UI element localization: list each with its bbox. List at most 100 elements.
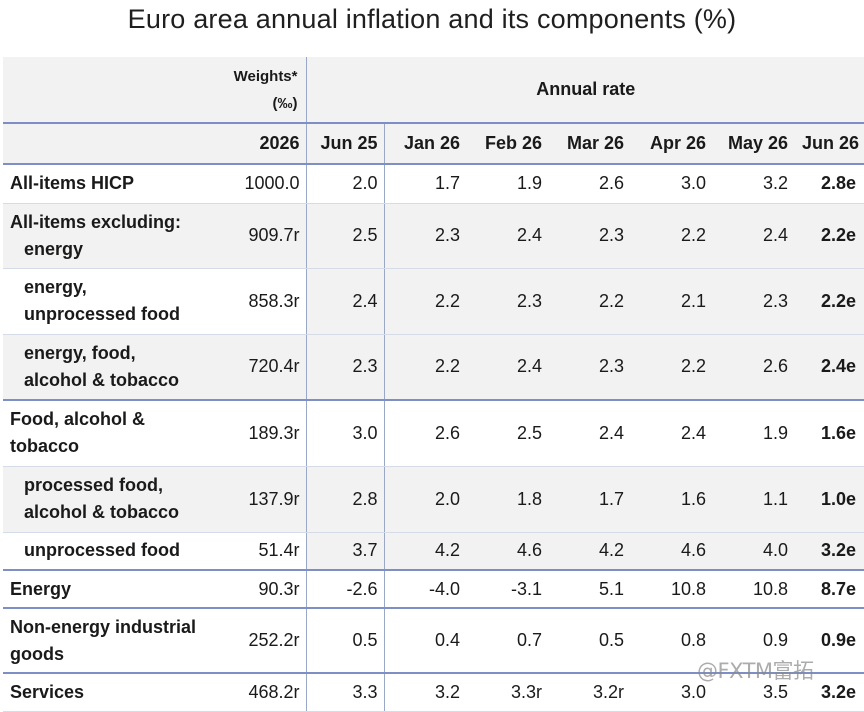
column-header: Mar 26	[548, 123, 630, 165]
row-label: Food, alcohol & tobacco	[3, 399, 216, 467]
value-cell: 5.1	[548, 569, 630, 609]
value-cell: 1.6	[630, 466, 712, 533]
value-cell: 2.3	[712, 268, 794, 335]
latest-value-cell: 1.0e	[794, 466, 864, 533]
value-cell: 3.0	[305, 399, 384, 467]
value-cell: 2.4	[466, 334, 548, 401]
value-cell: 2.6	[383, 399, 466, 467]
row-label-line2: goods	[10, 643, 64, 664]
row-label-line1: energy,	[24, 277, 87, 297]
row-label-line1: All-items HICP	[10, 173, 135, 194]
table-row: Energy 90.3r -2.6 -4.0 -3.1 5.1 10.8 10.8 8.7e	[3, 569, 864, 609]
value-cell: 1.7	[383, 164, 466, 204]
value-cell: 10.8	[630, 569, 712, 609]
table-row: All-items excluding: energy 909.7r 2.5 2.3 2.…	[3, 203, 864, 269]
value-cell: 2.2	[630, 203, 712, 269]
header-blank	[3, 57, 216, 124]
value-cell: 3.0	[630, 164, 712, 204]
value-cell: 3.0	[630, 672, 712, 712]
value-cell: 2.3	[466, 268, 548, 335]
value-cell: 2.4	[548, 399, 630, 467]
weight-cell: 858.3r	[216, 268, 306, 335]
latest-value-cell: 2.8e	[794, 164, 864, 204]
value-cell: 1.1	[712, 466, 794, 533]
value-cell: 2.3	[548, 203, 630, 269]
column-header: Jan 26	[383, 123, 466, 165]
row-label-line1: Food, alcohol &	[10, 409, 145, 430]
value-cell: 2.0	[305, 164, 384, 204]
value-cell: -4.0	[383, 569, 466, 609]
value-cell: 1.9	[466, 164, 548, 204]
value-cell: 10.8	[712, 569, 794, 609]
value-cell: 1.7	[548, 466, 630, 533]
row-label: Services	[3, 672, 216, 712]
row-label-line2: unprocessed food	[24, 304, 181, 324]
column-header: Feb 26	[466, 123, 548, 165]
value-cell: 2.3	[548, 334, 630, 401]
value-cell: 2.3	[305, 334, 384, 401]
weight-cell: 252.2r	[216, 607, 306, 674]
row-label: All-items HICP	[3, 164, 216, 204]
annual-rate-header: Annual rate	[305, 57, 864, 124]
row-label: processed food, alcohol & tobacco	[3, 466, 216, 533]
value-cell: 2.4	[630, 399, 712, 467]
table-title: Euro area annual inflation and its compo…	[127, 4, 737, 34]
latest-value-cell: 8.7e	[794, 569, 864, 609]
row-label: All-items excluding: energy	[3, 203, 216, 269]
value-cell: 0.7	[466, 607, 548, 674]
value-cell: 4.2	[383, 532, 466, 571]
value-cell: 3.5	[712, 672, 794, 712]
value-cell: 2.2	[630, 334, 712, 401]
row-label: energy, food, alcohol & tobacco	[3, 334, 216, 401]
weight-cell: 189.3r	[216, 399, 306, 467]
value-cell: 3.2	[712, 164, 794, 204]
weight-cell: 90.3r	[216, 569, 306, 609]
row-label-line2: alcohol & tobacco	[24, 369, 180, 390]
weight-cell: 1000.0	[216, 164, 306, 204]
value-cell: 2.4	[466, 203, 548, 269]
table-row: unprocessed food 51.4r 3.7 4.2 4.6 4.2 4.6 4.0 3…	[3, 532, 864, 571]
latest-value-cell: 2.4e	[794, 334, 864, 401]
value-cell: 2.2	[383, 334, 466, 401]
row-label-line1: Services	[10, 681, 85, 702]
table-row: energy, food, alcohol & tobacco 720.4r 2.3 2…	[3, 334, 864, 401]
row-label: Non-energy industrial goods	[3, 607, 216, 674]
row-label: unprocessed food	[3, 532, 216, 571]
row-label-line1: Non-energy industrial	[10, 616, 197, 637]
value-cell: 3.3	[305, 672, 384, 712]
value-cell: 2.4	[712, 203, 794, 269]
watermark: @FXTM富拓	[697, 659, 814, 683]
value-cell: 0.5	[305, 607, 384, 674]
latest-value-cell: 2.2e	[794, 203, 864, 269]
value-cell: 2.2	[548, 268, 630, 335]
weight-cell: 137.9r	[216, 466, 306, 533]
value-cell: 4.0	[712, 532, 794, 571]
weights-header-line1: Weights*	[233, 67, 298, 85]
value-cell: 4.6	[630, 532, 712, 571]
value-cell: 1.8	[466, 466, 548, 533]
inflation-table: Weights* (‰) Annual rate 2026 Jun 25 Jan…	[3, 57, 864, 712]
row-label-line1: Energy	[10, 578, 72, 599]
weight-cell: 909.7r	[216, 203, 306, 269]
column-header: May 26	[712, 123, 794, 165]
table-row: energy, unprocessed food 858.3r 2.4 2.2 2.3 2.…	[3, 268, 864, 335]
value-cell: 3.7	[305, 532, 384, 571]
row-label-line2: alcohol & tobacco	[24, 502, 180, 522]
table-row: All-items HICP 1000.0 2.0 1.7 1.9 2.6 3.0 3.2 2.…	[3, 164, 864, 204]
value-cell: 2.6	[712, 334, 794, 401]
latest-value-cell: 2.2e	[794, 268, 864, 335]
row-label-line1: All-items excluding:	[10, 211, 182, 232]
weight-cell: 468.2r	[216, 672, 306, 712]
latest-value-cell: 1.6e	[794, 399, 864, 467]
row-label-line1: unprocessed food	[24, 540, 181, 561]
header-blank-2	[3, 123, 216, 165]
value-cell: 2.4	[305, 268, 384, 335]
value-cell: 3.2r	[548, 672, 630, 712]
row-label: energy, unprocessed food	[3, 268, 216, 335]
value-cell: 2.2	[383, 268, 466, 335]
value-cell: 2.8	[305, 466, 384, 533]
value-cell: 0.8	[630, 607, 712, 674]
value-cell: 4.6	[466, 532, 548, 571]
table-row: Non-energy industrial goods 252.2r 0.5 0.4 0.…	[3, 607, 864, 674]
column-header: Jun 26	[794, 123, 864, 165]
